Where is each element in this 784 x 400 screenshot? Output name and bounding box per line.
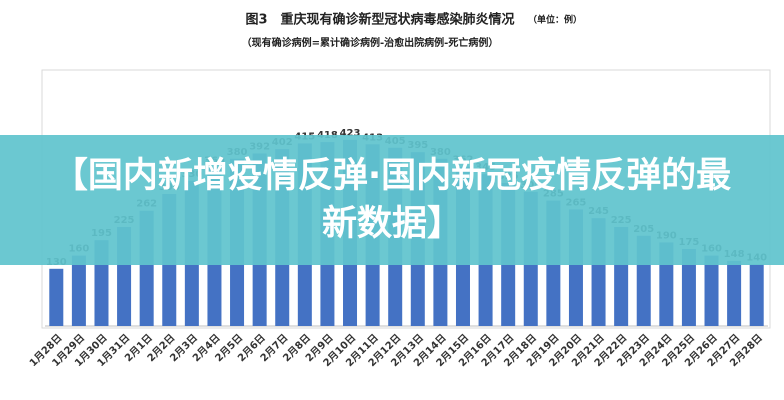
chart-subtitle: （现有确诊病例=累计确诊病例-治愈出院病例-死亡病例） <box>242 36 499 49</box>
unit-note: （单位：例） <box>528 14 582 26</box>
bar <box>749 264 764 326</box>
bar <box>681 249 696 326</box>
data-label: 423 <box>340 128 361 139</box>
bar <box>727 260 742 326</box>
bar <box>71 255 86 326</box>
banner: 【国内新增疫情反弹·国内新冠疫情反弹的最新数据】 <box>0 135 784 265</box>
chart-title: 图3 重庆现有确诊新型冠状病毒感染肺炎情况 <box>245 12 514 28</box>
bar <box>49 268 64 326</box>
banner-title: 【国内新增疫情反弹·国内新冠疫情反弹的最新数据】 <box>52 156 732 244</box>
bar <box>704 255 719 326</box>
